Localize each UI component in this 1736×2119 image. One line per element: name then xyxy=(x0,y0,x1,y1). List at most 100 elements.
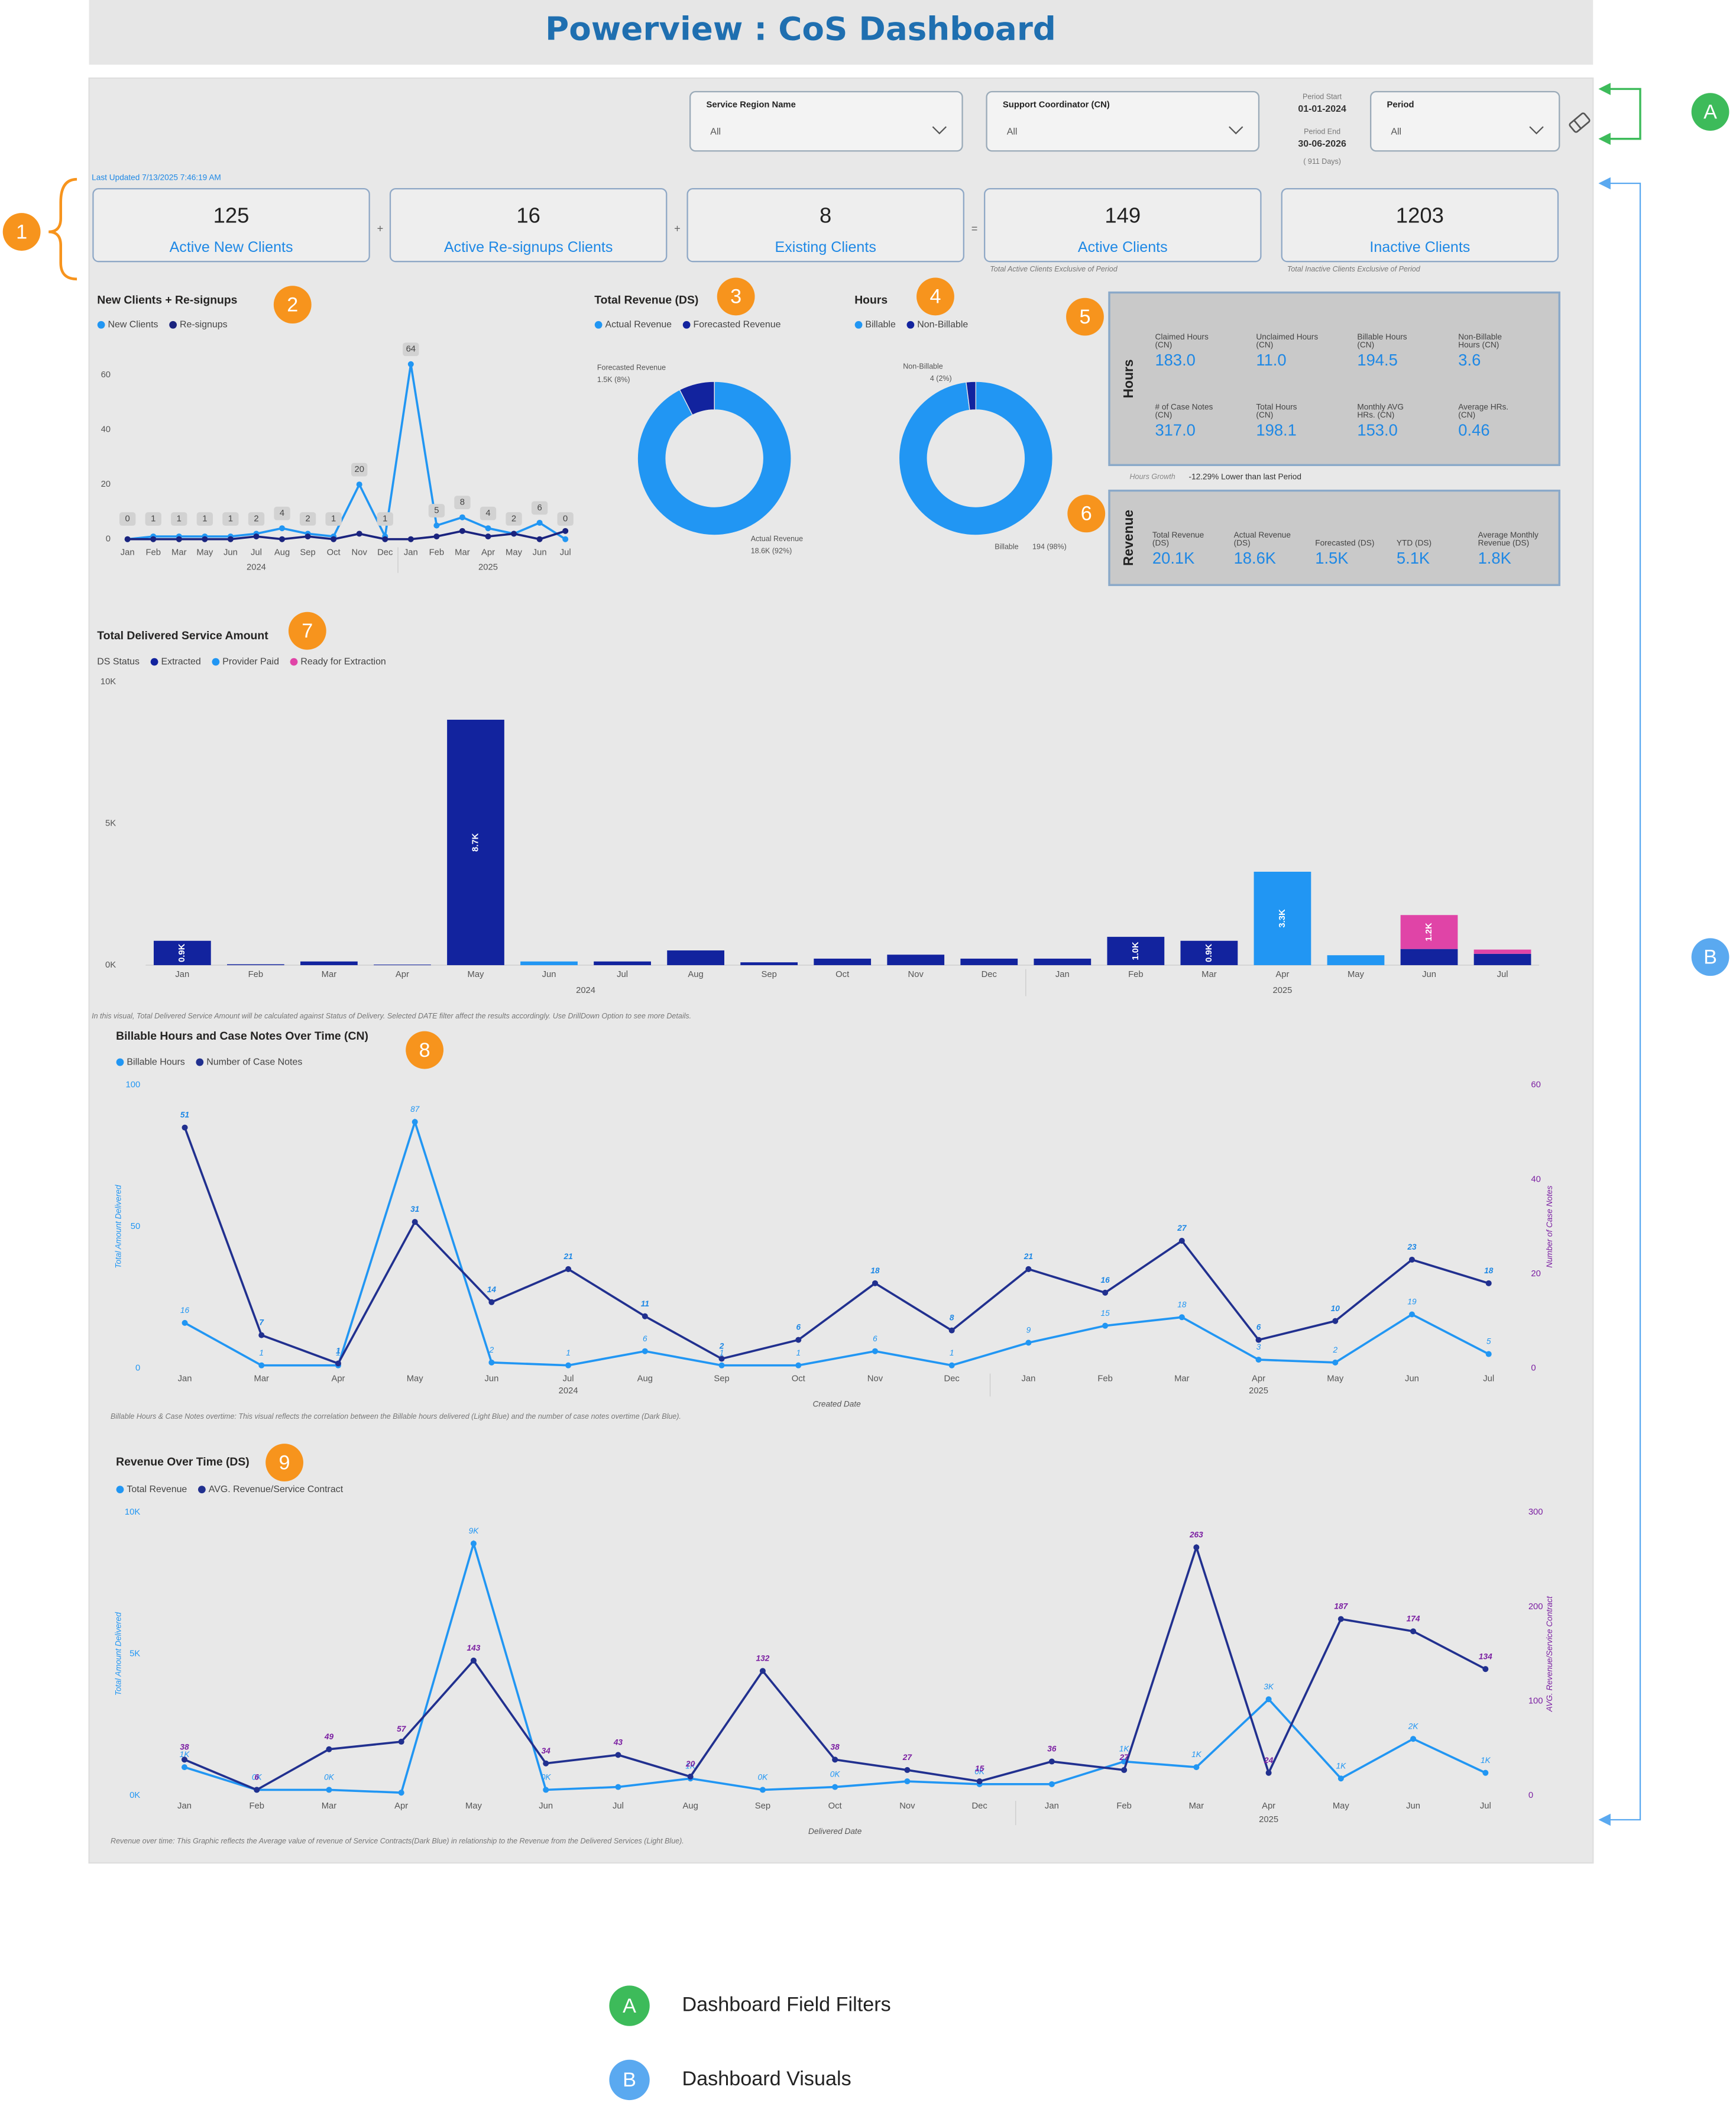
kpi-value: 16 xyxy=(516,203,540,228)
x-tick-label: Jan xyxy=(178,1374,192,1384)
filter-label: Support Coordinator (CN) xyxy=(1003,101,1110,110)
y-tick-label: 300 xyxy=(1528,1507,1543,1517)
data-label: 31 xyxy=(410,1205,419,1214)
filter-dropdown[interactable] xyxy=(1370,90,1560,152)
x-tick-label: Apr xyxy=(331,1374,345,1384)
y-tick-label: 5K xyxy=(129,1649,140,1659)
visual-title: Total Revenue (DS) xyxy=(594,293,698,306)
x-tick-label: May xyxy=(407,1374,424,1384)
data-label: 6 xyxy=(254,1773,259,1782)
data-point xyxy=(536,536,543,542)
data-point xyxy=(470,1540,477,1547)
eraser-shape[interactable] xyxy=(1569,112,1591,133)
x-tick-label: Jun xyxy=(542,970,556,979)
data-label: 1 xyxy=(331,514,336,523)
data-point xyxy=(398,1790,404,1796)
data-point xyxy=(832,1784,838,1790)
data-label: 51 xyxy=(180,1111,189,1120)
data-label-box xyxy=(171,512,187,526)
x-tick-label: Aug xyxy=(688,970,703,979)
data-label-box xyxy=(325,512,342,526)
filter-dropdown[interactable] xyxy=(986,90,1260,152)
y2-axis-title: Number of Case Notes xyxy=(1545,1186,1554,1268)
data-label: 1K xyxy=(1191,1750,1202,1759)
slice-callout-name: Billable xyxy=(995,543,1018,551)
data-point xyxy=(382,536,388,542)
data-point xyxy=(511,530,517,537)
y-tick-label: 40 xyxy=(101,425,111,435)
legend-label: Total Revenue xyxy=(127,1484,187,1494)
x-tick-label: Oct xyxy=(792,1374,805,1384)
x-tick-label: Oct xyxy=(327,548,341,557)
kpi-label: Active New Clients xyxy=(170,239,293,255)
filter-dropdown[interactable] xyxy=(689,90,963,152)
series-line xyxy=(127,529,566,541)
x-tick-label: Aug xyxy=(683,1801,698,1811)
filter-value: All xyxy=(1391,127,1401,137)
data-point xyxy=(543,1760,549,1767)
data-point xyxy=(1265,1769,1272,1776)
y-tick-label: 10K xyxy=(101,677,116,687)
data-point xyxy=(254,1787,260,1793)
legend-label: DS Status xyxy=(97,656,140,667)
slice-callout-value: 18.6K (92%) xyxy=(751,547,792,555)
data-point xyxy=(536,519,543,526)
data-point xyxy=(1178,1314,1185,1321)
x-tick-label: Sep xyxy=(761,970,776,979)
annotation-marker xyxy=(1066,297,1104,336)
dropdown-chevron xyxy=(1529,126,1544,135)
bar-segment xyxy=(1327,955,1385,965)
kpi-value: 149 xyxy=(1105,203,1141,228)
data-point xyxy=(1025,1266,1032,1272)
eraser-icon[interactable] xyxy=(1569,112,1591,133)
data-label: 27 xyxy=(1177,1224,1187,1232)
data-label: 18 xyxy=(1484,1266,1494,1275)
data-label: 0 xyxy=(125,514,130,523)
x-year-label: 2024 xyxy=(576,986,595,995)
data-point xyxy=(1410,1628,1417,1635)
x-tick-label: Nov xyxy=(352,548,368,557)
data-label: 49 xyxy=(324,1732,334,1741)
side-marker xyxy=(1691,93,1729,131)
data-label: 38 xyxy=(180,1742,189,1751)
data-point xyxy=(687,1774,694,1780)
annotation-number: 3 xyxy=(730,286,741,308)
data-label: 263 xyxy=(1189,1530,1203,1539)
legend-swatch xyxy=(116,1486,124,1493)
data-label-box xyxy=(377,512,393,526)
kpi-card xyxy=(984,187,1262,263)
data-point xyxy=(562,528,569,534)
data-point xyxy=(176,536,182,542)
card-box xyxy=(1108,489,1560,586)
card-item-label: Average HRs. (CN) xyxy=(1458,402,1511,419)
data-label: 6 xyxy=(873,1334,877,1343)
x-axis-title: Created Date xyxy=(813,1400,861,1409)
data-label: 8 xyxy=(460,498,465,507)
x-tick-label: Jan xyxy=(1055,970,1070,979)
kpi-value: 125 xyxy=(213,203,250,228)
x-tick-label: Apr xyxy=(396,970,409,979)
data-label: 9K xyxy=(469,1526,480,1535)
legend-swatch xyxy=(854,321,863,329)
data-label: 14 xyxy=(487,1285,497,1294)
x-tick-label: Apr xyxy=(481,548,495,557)
legend-label: Provider Paid xyxy=(222,656,279,667)
card-item-value: 20.1K xyxy=(1152,549,1194,567)
x-tick-label: May xyxy=(1333,1801,1350,1811)
y-axis-title: Total Amount Delivered xyxy=(114,1185,122,1268)
legend-label: AVG. Revenue/Service Contract xyxy=(209,1484,344,1494)
data-label: 1 xyxy=(566,1348,571,1357)
legend-swatch xyxy=(169,321,177,329)
legend-label: Actual Revenue xyxy=(605,320,672,330)
kpi-value: 1203 xyxy=(1396,203,1444,228)
data-label: 10 xyxy=(1331,1304,1340,1313)
y-axis-title: Total Amount Delivered xyxy=(114,1612,122,1696)
data-point xyxy=(1102,1322,1109,1329)
data-label: 38 xyxy=(831,1742,840,1751)
data-point xyxy=(279,536,286,542)
data-label: 15 xyxy=(1101,1309,1110,1318)
bar-segment xyxy=(1473,949,1531,954)
data-point xyxy=(1178,1238,1185,1244)
data-point xyxy=(1482,1769,1489,1776)
